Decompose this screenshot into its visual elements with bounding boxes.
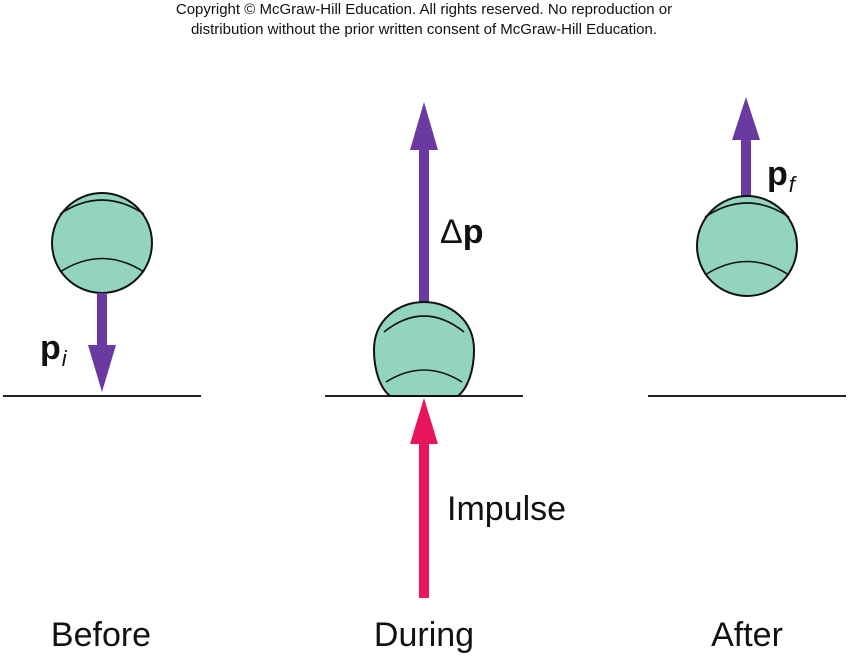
after-panel: pf After [648,97,846,654]
delta-symbol: Δ [440,213,463,251]
after-momentum-symbol: p [767,155,788,193]
before-momentum-label: pi [40,329,68,371]
delta-momentum-label: Δp [440,213,484,251]
copyright-notice: Copyright © McGraw-Hill Education. All r… [0,0,848,40]
before-momentum-subscript: i [62,346,68,371]
after-ball [696,195,798,297]
during-panel: Δp Impulse During [325,102,566,654]
after-momentum-arrow [732,97,760,196]
before-panel: pi Before [3,192,201,654]
impulse-label: Impulse [447,490,566,528]
before-ball [51,192,153,294]
after-caption: After [711,616,783,654]
copyright-line-1: Copyright © McGraw-Hill Education. All r… [175,1,673,18]
during-caption: During [374,616,474,654]
delta-momentum-symbol: p [463,213,484,251]
after-momentum-subscript: f [789,172,798,197]
during-ball-compressed [372,300,476,397]
impulse-arrow [410,398,438,598]
before-momentum-symbol: p [40,329,61,367]
delta-momentum-arrow [410,102,438,304]
after-momentum-label: pf [767,155,798,197]
before-momentum-arrow [88,293,116,392]
copyright-line-2: distribution without the prior written c… [190,21,658,38]
before-caption: Before [51,616,151,654]
